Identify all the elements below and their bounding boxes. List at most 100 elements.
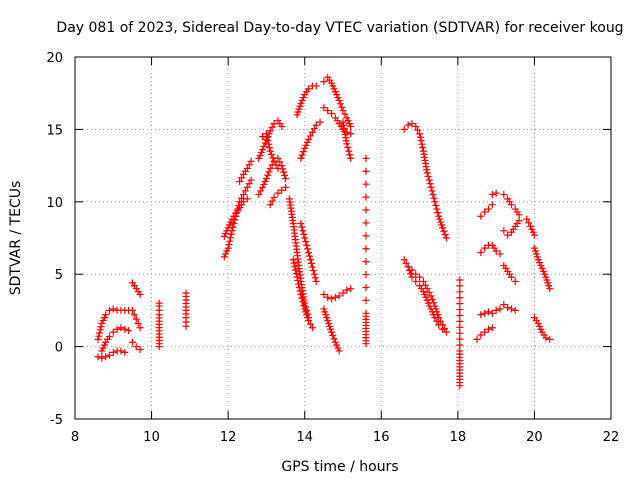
data-point [295, 284, 303, 292]
data-point [456, 294, 464, 302]
data-point [310, 270, 318, 278]
data-point [362, 167, 370, 175]
data-point [329, 331, 337, 339]
data-point [456, 323, 464, 331]
data-point [95, 332, 103, 340]
data-point [301, 234, 309, 242]
data-point [362, 258, 370, 266]
data-point [404, 263, 412, 271]
data-point [347, 154, 355, 162]
data-point [429, 191, 437, 199]
data-point [416, 273, 424, 281]
data-point [331, 293, 339, 301]
data-point [456, 329, 464, 337]
data-point [109, 348, 117, 356]
data-point [431, 314, 439, 322]
data-point [259, 146, 267, 154]
data-point [421, 281, 429, 289]
data-point [136, 345, 144, 353]
data-point [299, 148, 307, 156]
data-point [121, 325, 129, 333]
data-point [341, 110, 349, 118]
data-point [268, 150, 276, 158]
data-point [336, 100, 344, 108]
data-point [400, 125, 408, 133]
data-point [128, 306, 136, 314]
data-point [473, 335, 481, 343]
data-point [269, 154, 277, 162]
data-point [320, 78, 328, 86]
data-point [241, 187, 249, 195]
data-point [226, 234, 234, 242]
data-point [105, 332, 113, 340]
data-point [405, 266, 413, 274]
data-point [310, 125, 318, 133]
data-point [243, 183, 251, 191]
data-point [362, 154, 370, 162]
data-point [97, 323, 105, 331]
data-point [229, 223, 237, 231]
data-point [347, 123, 355, 131]
data-point [328, 295, 336, 303]
data-point [263, 133, 271, 141]
data-point [425, 176, 433, 184]
data-point [245, 161, 253, 169]
data-point [335, 347, 343, 355]
data-point [488, 309, 496, 317]
data-point [130, 311, 138, 319]
data-point [362, 180, 370, 188]
data-point [346, 151, 354, 159]
data-point [128, 338, 136, 346]
data-point [305, 248, 313, 256]
data-point [335, 96, 343, 104]
data-point [430, 194, 438, 202]
data-point [155, 343, 163, 351]
y-axis-label: SDTVAR / TECUs [8, 181, 24, 296]
data-point [96, 326, 104, 334]
data-point [343, 140, 351, 148]
data-point [362, 206, 370, 214]
data-point [511, 306, 519, 314]
data-point [481, 328, 489, 336]
data-point [416, 130, 424, 138]
data-point [477, 331, 485, 339]
data-point [311, 274, 319, 282]
data-point [362, 232, 370, 240]
data-point [266, 164, 274, 172]
data-point [428, 295, 436, 303]
data-point [338, 103, 346, 111]
data-point [132, 315, 140, 323]
data-point [309, 267, 317, 275]
data-point [414, 126, 422, 134]
data-point [239, 198, 247, 206]
data-point [496, 305, 504, 313]
y-tick-label: 0 [55, 341, 63, 356]
data-point [282, 183, 290, 191]
data-point [255, 191, 263, 199]
data-point [282, 175, 290, 183]
data-point [515, 217, 523, 225]
data-point [423, 169, 431, 177]
data-point [266, 127, 274, 135]
x-axis-label: GPS time / hours [281, 459, 398, 475]
data-point [408, 120, 416, 128]
data-point [293, 273, 301, 281]
data-point [347, 130, 355, 138]
data-point [296, 287, 304, 295]
data-point [281, 171, 289, 179]
data-point [312, 277, 320, 285]
data-point [272, 161, 280, 169]
data-point [542, 334, 550, 342]
data-point [270, 157, 278, 165]
data-point [308, 128, 316, 136]
data-point [492, 306, 500, 314]
data-point [265, 144, 273, 152]
data-point [262, 175, 270, 183]
data-point [400, 256, 408, 264]
data-point [274, 189, 282, 197]
data-point [238, 194, 246, 202]
data-point [308, 263, 316, 271]
data-point [456, 276, 464, 284]
x-tick-label: 14 [296, 430, 313, 445]
